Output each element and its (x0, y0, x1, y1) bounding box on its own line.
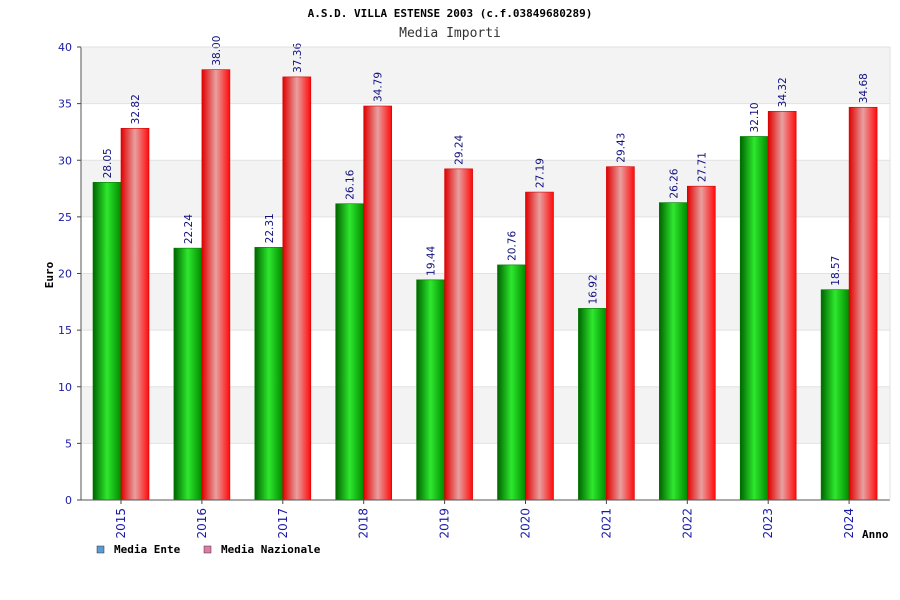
value-label: 38.00 (211, 36, 223, 66)
bar-media-nazionale-2024 (848, 106, 878, 501)
bar-media-nazionale-2023 (767, 111, 797, 501)
x-tick-label: 2016 (195, 508, 209, 539)
value-label: 32.82 (130, 94, 142, 124)
x-tick-label: 2018 (357, 508, 371, 539)
y-axis-label: Euro (43, 261, 56, 288)
x-tick-label: 2021 (599, 508, 613, 539)
y-tick-label: 25 (58, 211, 72, 224)
value-label: 37.36 (292, 43, 304, 73)
bar-media-ente-2017 (254, 247, 284, 501)
value-label: 34.79 (373, 72, 385, 102)
axes (80, 46, 891, 501)
y-tick-label: 5 (65, 437, 72, 450)
value-label: 27.19 (535, 158, 547, 188)
bar-media-ente-2021 (578, 308, 607, 501)
value-label: 32.10 (749, 102, 761, 132)
value-label: 16.92 (587, 274, 599, 304)
bar-media-nazionale-2021 (606, 166, 635, 501)
value-label: 27.71 (696, 152, 708, 182)
x-tick-label: 2019 (438, 508, 452, 539)
legend-label-media-nazionale: Media Nazionale (221, 543, 321, 556)
bar-media-nazionale-2016 (201, 69, 231, 501)
y-tick-label: 30 (58, 154, 72, 167)
value-label: 26.16 (345, 169, 357, 199)
value-label: 22.31 (264, 213, 276, 243)
bar-media-nazionale-2020 (525, 191, 554, 501)
bar-media-ente-2024 (820, 289, 850, 501)
value-labels: 28.05 32.82 22.24 38.00 22.31 37.36 26.16 34.79… (102, 36, 870, 305)
value-label: 26.26 (668, 168, 680, 198)
x-tick-label: 2020 (519, 508, 533, 539)
y-tick-label: 20 (58, 268, 72, 281)
value-label: 34.68 (858, 73, 870, 103)
x-tick-label: 2024 (842, 508, 856, 539)
y-tick-label: 0 (65, 494, 72, 507)
legend-swatch-media-ente (96, 545, 105, 554)
bars (92, 69, 878, 501)
value-label: 22.24 (183, 214, 195, 244)
x-tick-label: 2017 (276, 508, 290, 539)
x-tick-label: 2022 (680, 508, 694, 539)
bar-media-ente-2015 (92, 182, 122, 501)
y-tick-label: 15 (58, 324, 72, 337)
x-tick-label: 2015 (114, 508, 128, 539)
bar-media-ente-2022 (658, 202, 688, 501)
bar-media-ente-2020 (497, 264, 526, 501)
legend: Media Ente Media Nazionale (96, 543, 321, 556)
legend-label-media-ente: Media Ente (114, 543, 181, 556)
y-tick-label: 10 (58, 381, 72, 394)
legend-swatch-media-nazionale (203, 545, 212, 554)
value-label: 18.57 (830, 256, 842, 286)
bar-media-nazionale-2015 (120, 128, 150, 501)
bar-media-nazionale-2017 (282, 76, 312, 501)
bar-media-nazionale-2022 (686, 185, 716, 501)
value-label: 29.43 (615, 133, 627, 163)
value-label: 20.76 (507, 231, 519, 261)
y-tick-label: 40 (58, 41, 72, 54)
value-label: 29.24 (454, 134, 466, 164)
chart-subtitle: Media Importi (399, 26, 501, 41)
x-tick-label: 2023 (761, 508, 775, 539)
x-axis-ticks: 2015 2016 2017 2018 2019 2020 2021 2022 2023 2024 (114, 500, 856, 539)
bar-media-nazionale-2019 (444, 168, 473, 501)
bar-media-ente-2019 (416, 279, 445, 501)
y-axis-ticks: 0 5 10 15 20 25 30 35 40 (58, 41, 81, 507)
value-label: 28.05 (102, 148, 114, 178)
value-label: 19.44 (426, 245, 438, 275)
bar-media-nazionale-2018 (363, 105, 393, 501)
x-axis-label: Anno (862, 528, 889, 541)
bar-media-ente-2023 (739, 136, 769, 501)
bar-media-ente-2018 (335, 203, 365, 501)
y-tick-label: 35 (58, 98, 72, 111)
chart-title: A.S.D. VILLA ESTENSE 2003 (c.f.038496802… (308, 7, 593, 20)
value-label: 34.32 (777, 77, 789, 107)
bar-media-ente-2016 (173, 247, 203, 501)
